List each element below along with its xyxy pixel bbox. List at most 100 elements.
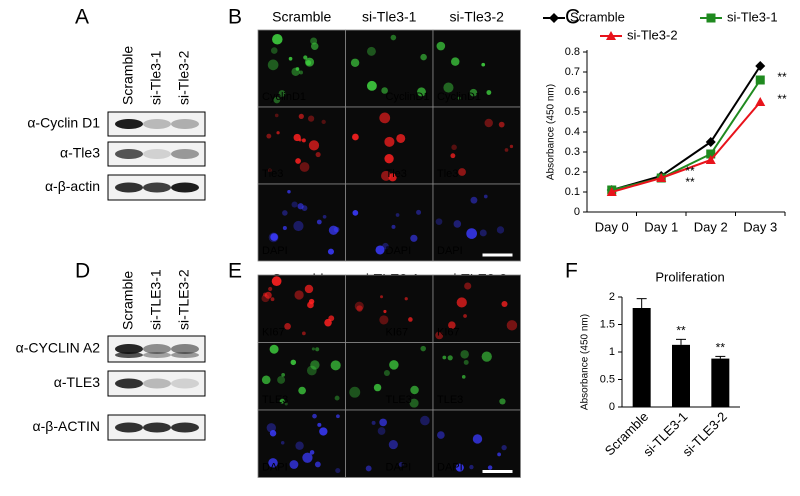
column-header: si-Tle3-2 [450,9,505,25]
cell [301,138,306,143]
cell [266,133,272,139]
cell [509,144,514,149]
cell [460,350,469,359]
panel-label: A [75,6,89,29]
cell [334,395,340,401]
cell [315,151,321,158]
cell [383,369,390,376]
cell [379,112,391,124]
cell [383,309,387,314]
cell [307,115,315,122]
cell [479,229,487,237]
cell [435,331,444,340]
lane-label: si-Tle3-2 [176,50,192,105]
cell [330,360,341,371]
cell [404,297,408,301]
cell [391,224,396,229]
x-tick-label: Day 3 [743,219,777,234]
antibody-label: α-CYCLIN A2 [16,340,101,356]
blot-band [171,182,199,193]
y-tick-label: 0.4 [565,126,580,138]
cell [396,133,406,143]
annotation: ** [685,175,695,189]
x-tick-label: Day 0 [595,219,629,234]
micrograph [257,106,346,185]
cell [271,276,282,287]
cell [435,218,443,226]
blot-band [143,182,171,193]
y-tick-label: 0 [574,206,580,218]
point [755,97,766,106]
cell [299,162,310,172]
cell [354,301,364,311]
y-tick-label: 2 [609,291,615,303]
blot-band [115,352,143,358]
cell [288,56,293,61]
micrograph [345,183,434,262]
blot-band [143,344,171,354]
y-tick-label: 1.5 [600,318,615,330]
y-axis-label: Absorbance (450 nm) [580,314,591,410]
cell [379,418,387,427]
stain-label: TLE3 [437,394,463,406]
cell [302,452,313,463]
stain-label: DAPI [386,461,412,473]
point [606,187,617,196]
legend-marker [606,31,616,40]
series-line [611,101,762,193]
cell [317,422,322,427]
panel-label: D [75,260,90,283]
stain-label: CyclinD1 [386,91,430,103]
cell [457,96,461,100]
cell [487,465,493,470]
cell [381,87,388,94]
cell [314,461,321,468]
blot-band [115,119,143,129]
cell [287,190,291,194]
stain-label: TLE3 [262,394,288,406]
blot-band [171,149,199,159]
cell [276,131,280,135]
antibody-label: α-β-ACTIN [33,418,100,434]
blot-band [143,352,171,358]
cell [295,67,300,71]
stain-label: DAPI [437,461,463,473]
blot-band [115,378,143,389]
cell [280,441,285,445]
legend-marker [549,13,559,23]
cell [293,220,304,232]
stain-label: KI67 [437,326,460,338]
stain-label: Tle3 [262,168,283,180]
cell [356,305,363,312]
cell [349,386,361,398]
blot-band [171,378,199,389]
cell [481,351,492,362]
stain-label: CyclinD1 [437,91,481,103]
cell [371,420,376,425]
legend-label: Scramble [570,9,625,24]
antibody-label: α-Cyclin D1 [27,115,100,131]
blot-band [115,182,143,193]
stain-label: KI67 [386,326,409,338]
stain-label: KI67 [262,326,285,338]
bar [711,358,730,407]
cell [498,121,505,128]
blot-band [143,422,171,433]
panel-label: E [228,260,242,283]
cell [333,226,340,233]
cell [281,372,286,377]
cell [308,140,320,151]
cell [437,431,445,439]
blot-band [143,378,171,389]
cell [264,291,272,299]
cell [504,148,509,152]
cell [442,355,447,360]
cell [284,322,291,330]
cell [316,219,322,225]
cell [310,42,319,51]
cell [382,242,389,250]
cell [322,214,327,219]
stain-label: DAPI [437,245,463,257]
cell [484,118,493,128]
stain-label: Tle3 [386,168,407,180]
